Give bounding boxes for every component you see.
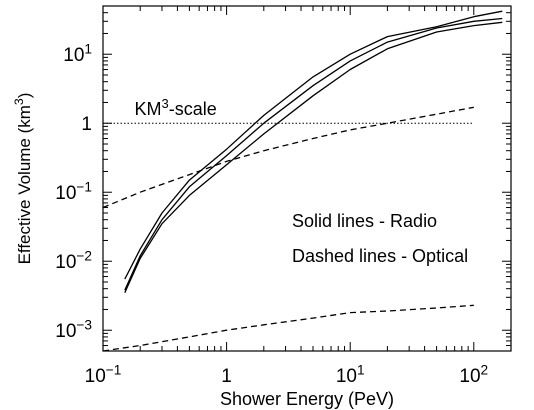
legend-annotation-1: Solid lines - Radio	[292, 211, 437, 231]
x-tick-label: 1	[221, 366, 232, 387]
x-tick-label: 10−1	[85, 362, 122, 387]
x-tick-label: 102	[459, 362, 488, 387]
optical-line-4	[102, 106, 474, 209]
y-tick-label: 1	[81, 114, 92, 135]
optical-line-5	[102, 304, 474, 352]
km3-reference-group: KM3-scale	[103, 96, 474, 124]
y-tick-label: 10−2	[55, 249, 92, 274]
legend-annotation-2: Dashed lines - Optical	[292, 246, 468, 266]
km3-reference-label: KM3-scale	[135, 96, 217, 119]
radio-line-2	[124, 17, 503, 291]
y-tick-label: 10−3	[55, 318, 92, 343]
radio-line-3	[124, 21, 503, 293]
y-axis-label: Effective Volume (km3)	[12, 93, 34, 265]
x-tick-label: 101	[336, 362, 365, 387]
y-tick-label: 10−1	[55, 180, 92, 205]
series-group	[102, 10, 503, 352]
plot-frame	[102, 5, 512, 352]
y-tick-label: 101	[63, 42, 92, 67]
x-axis-label: Shower Energy (PeV)	[220, 389, 394, 409]
radio-line-1	[124, 10, 503, 280]
ticks-group	[102, 5, 512, 352]
